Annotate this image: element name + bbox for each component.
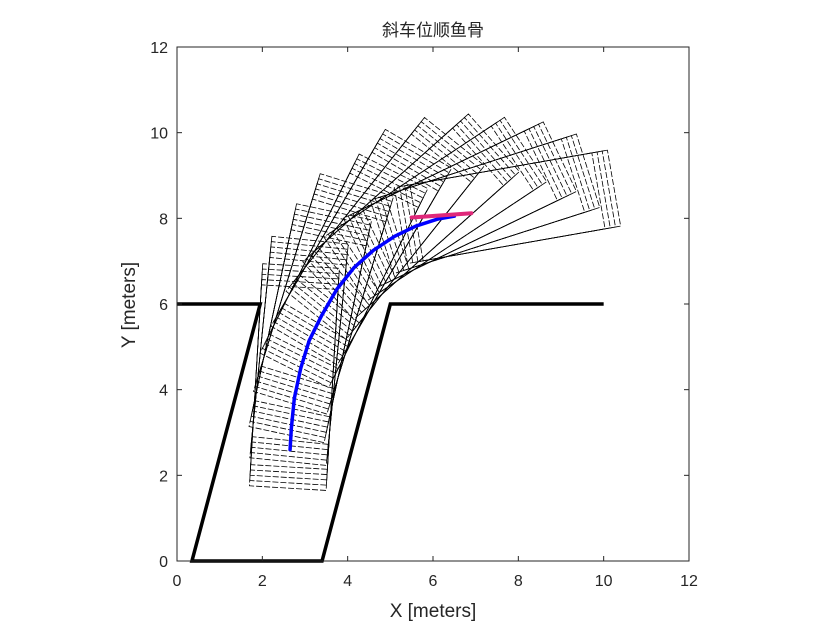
y-axis-label: Y [meters] <box>119 262 140 348</box>
tick-marks-layer <box>176 46 690 562</box>
vehicle-footprint <box>264 163 424 379</box>
x-tick-label: 6 <box>429 573 438 590</box>
x-tick-label: 2 <box>258 573 267 590</box>
y-tick-labels: 0 2 4 6 8 10 12 <box>150 40 168 571</box>
x-tick-label: 8 <box>514 573 523 590</box>
y-tick-label: 8 <box>159 211 168 228</box>
vehicle-footprint <box>249 273 340 481</box>
vehicle-footprint <box>261 167 422 384</box>
vehicle-footprint <box>250 241 349 451</box>
vehicle-footprints-layer <box>248 113 622 491</box>
vehicle-footprint <box>379 135 596 271</box>
vehicle-footprint <box>250 218 369 433</box>
vehicle-footprint <box>357 123 573 282</box>
chart-title: 斜车位顺鱼骨 <box>382 21 484 41</box>
vehicle-footprint <box>259 172 419 389</box>
vehicle-footprint <box>249 256 347 466</box>
vehicle-footprint <box>250 263 340 470</box>
y-tick-label: 10 <box>150 126 168 143</box>
vehicle-footprint <box>270 151 439 366</box>
series-lines-layer <box>177 211 604 563</box>
y-tick-label: 0 <box>159 554 168 571</box>
vehicle-footprint <box>252 198 387 415</box>
vehicle-footprint <box>254 203 373 418</box>
vehicle-footprint <box>260 173 395 390</box>
vehicle-footprint <box>273 147 442 361</box>
vehicle-footprint <box>254 193 388 410</box>
vehicle-footprint <box>249 251 348 461</box>
vehicle-footprint <box>248 229 367 444</box>
vehicle-footprint <box>249 279 339 486</box>
vehicle-footprint <box>249 284 339 491</box>
x-tick-label: 12 <box>680 573 698 590</box>
vehicle-footprint <box>268 153 429 370</box>
x-tick-labels: 0 2 4 6 8 10 12 <box>173 573 698 590</box>
x-axis-label: X [meters] <box>390 601 477 622</box>
y-tick-label: 2 <box>159 468 168 485</box>
x-tick-label: 0 <box>173 573 182 590</box>
parking-slot-boundary <box>177 302 604 563</box>
vehicle-footprint <box>252 208 372 423</box>
vehicle-footprint <box>298 116 486 324</box>
start-pose-marker <box>409 211 474 220</box>
x-tick-label: 10 <box>595 573 613 590</box>
vehicle-footprint <box>250 246 348 456</box>
vehicle-footprint <box>266 158 427 374</box>
vehicle-footprint <box>257 183 391 400</box>
vehicle-footprint <box>251 235 349 445</box>
y-tick-label: 6 <box>159 297 168 314</box>
vehicle-footprint <box>249 224 368 438</box>
vehicle-footprint <box>285 133 472 340</box>
vehicle-footprint <box>342 130 559 289</box>
y-tick-label: 12 <box>150 40 168 57</box>
vehicle-path-line <box>288 214 457 452</box>
vehicle-footprint <box>259 178 393 395</box>
vehicle-footprint <box>256 188 390 405</box>
vehicle-footprint <box>302 127 505 320</box>
y-tick-label: 4 <box>159 383 168 400</box>
vehicle-footprint <box>347 128 563 286</box>
vehicle-footprint <box>249 268 340 475</box>
x-tick-label: 4 <box>343 573 352 590</box>
vehicle-footprint <box>251 213 370 428</box>
